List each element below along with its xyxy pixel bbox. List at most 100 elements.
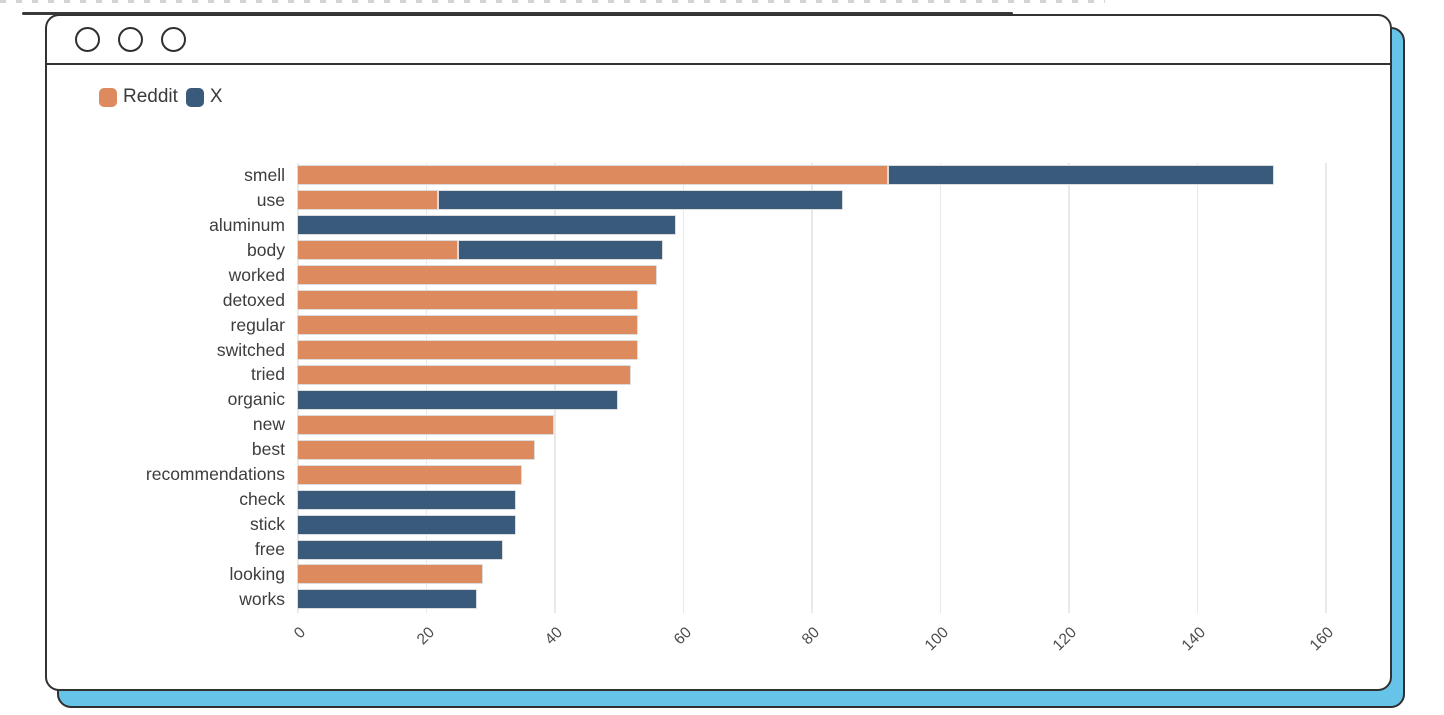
bar-segment-x-smell[interactable] — [888, 165, 1274, 186]
bar-segment-x-organic[interactable] — [297, 389, 619, 410]
bar-track — [297, 165, 1335, 186]
bar-segment-x-free[interactable] — [297, 539, 503, 560]
category-label-body: body — [247, 239, 285, 260]
gridline-0 — [297, 163, 299, 613]
bar-segment-x-stick[interactable] — [297, 514, 516, 535]
category-label-switched: switched — [216, 339, 285, 360]
gridline-140 — [1196, 163, 1199, 613]
category-label-use: use — [256, 189, 285, 210]
category-label-check: check — [239, 489, 285, 510]
gridline-20 — [425, 163, 428, 613]
category-label-new: new — [252, 414, 285, 435]
chart-row: best — [47, 437, 1390, 462]
category-label-stick: stick — [250, 514, 285, 535]
bar-segment-reddit-use[interactable] — [297, 190, 439, 211]
window-control-circle-3[interactable] — [161, 27, 186, 52]
category-label-smell: smell — [244, 164, 285, 185]
bar-track — [297, 539, 1335, 560]
bar-track — [297, 340, 1335, 361]
bar-track — [297, 364, 1335, 385]
category-label-recommendations: recommendations — [145, 464, 285, 485]
bar-segment-reddit-smell[interactable] — [297, 165, 889, 186]
bar-segment-x-body[interactable] — [457, 240, 664, 261]
window-control-circle-1[interactable] — [75, 27, 100, 52]
chart-row: detoxed — [47, 288, 1390, 313]
bar-track — [297, 265, 1335, 286]
legend-label-x: X — [209, 86, 223, 107]
cropped-top-edge-line — [22, 12, 1013, 15]
bar-segment-reddit-worked[interactable] — [297, 265, 657, 286]
plot-rows: smell use aluminum body worked detoxed regular… — [47, 163, 1390, 612]
x-tick-label-60: 60 — [670, 623, 695, 649]
bar-track — [297, 589, 1335, 610]
chart-row: use — [47, 188, 1390, 213]
bar-track — [297, 464, 1335, 485]
chart-row: organic — [47, 387, 1390, 412]
chart-row: tried — [47, 363, 1390, 388]
category-label-worked: worked — [228, 264, 285, 285]
chart-row: recommendations — [47, 462, 1390, 487]
chart-row: looking — [47, 562, 1390, 587]
legend-swatch-reddit-icon — [99, 87, 117, 107]
bar-segment-x-aluminum[interactable] — [297, 215, 677, 236]
bar-segment-reddit-body[interactable] — [297, 240, 458, 261]
bar-segment-reddit-detoxed[interactable] — [297, 290, 638, 311]
x-tick-label-160: 160 — [1307, 623, 1338, 655]
chart-legend: Reddit X — [99, 86, 223, 108]
legend-item-reddit[interactable]: Reddit — [99, 86, 178, 108]
bar-segment-reddit-tried[interactable] — [297, 364, 632, 385]
browser-window: Reddit X smell use aluminum body worked detox… — [45, 14, 1392, 691]
bar-track — [297, 215, 1335, 236]
chart-row: new — [47, 412, 1390, 437]
bar-segment-reddit-looking[interactable] — [297, 564, 484, 585]
bar-segment-reddit-recommendations[interactable] — [297, 464, 522, 485]
bar-segment-x-use[interactable] — [438, 190, 844, 211]
legend-label-reddit: Reddit — [123, 86, 178, 107]
bar-chart: smell use aluminum body worked detoxed regular… — [47, 163, 1390, 689]
chart-row: worked — [47, 263, 1390, 288]
x-tick-label-20: 20 — [413, 623, 438, 649]
gridline-40 — [554, 163, 556, 613]
category-label-looking: looking — [229, 563, 285, 584]
category-label-best: best — [251, 439, 285, 460]
chart-row: works — [47, 587, 1390, 612]
bar-track — [297, 564, 1335, 585]
x-tick-label-40: 40 — [541, 623, 567, 649]
bar-track — [297, 190, 1335, 211]
chart-row: body — [47, 238, 1390, 263]
bar-track — [297, 439, 1335, 460]
bar-track — [297, 315, 1335, 336]
cropped-element-dashes — [0, 0, 1105, 3]
x-tick-label-120: 120 — [1049, 623, 1081, 655]
chart-row: smell — [47, 163, 1390, 188]
bar-track — [297, 514, 1335, 535]
x-tick-label-0: 0 — [290, 623, 310, 642]
gridline-160 — [1325, 163, 1327, 613]
category-label-works: works — [239, 588, 285, 609]
gridlines — [297, 163, 1335, 613]
bar-track — [297, 414, 1335, 435]
chart-row: stick — [47, 512, 1390, 537]
bar-segment-reddit-switched[interactable] — [297, 340, 638, 361]
window-titlebar — [47, 16, 1390, 65]
category-label-detoxed: detoxed — [222, 289, 285, 310]
legend-item-x[interactable]: X — [185, 86, 223, 108]
gridline-60 — [682, 163, 685, 613]
bar-segment-reddit-regular[interactable] — [297, 315, 638, 336]
x-tick-label-100: 100 — [921, 623, 952, 655]
bar-segment-x-check[interactable] — [297, 489, 516, 510]
x-tick-label-140: 140 — [1178, 623, 1209, 655]
gridline-120 — [1068, 163, 1070, 613]
bar-track — [297, 389, 1335, 410]
category-label-regular: regular — [230, 314, 285, 335]
bar-segment-reddit-new[interactable] — [297, 414, 555, 435]
category-label-free: free — [254, 539, 285, 560]
chart-row: aluminum — [47, 213, 1390, 238]
chart-row: regular — [47, 313, 1390, 338]
bar-segment-reddit-best[interactable] — [297, 439, 535, 460]
x-axis-ticks: 0 20 40 60 80 100 120 140 160 — [291, 614, 1338, 666]
bar-segment-x-works[interactable] — [297, 589, 477, 610]
window-control-circle-2[interactable] — [118, 27, 143, 52]
gridline-100 — [939, 163, 942, 613]
x-tick-label-80: 80 — [798, 623, 824, 649]
